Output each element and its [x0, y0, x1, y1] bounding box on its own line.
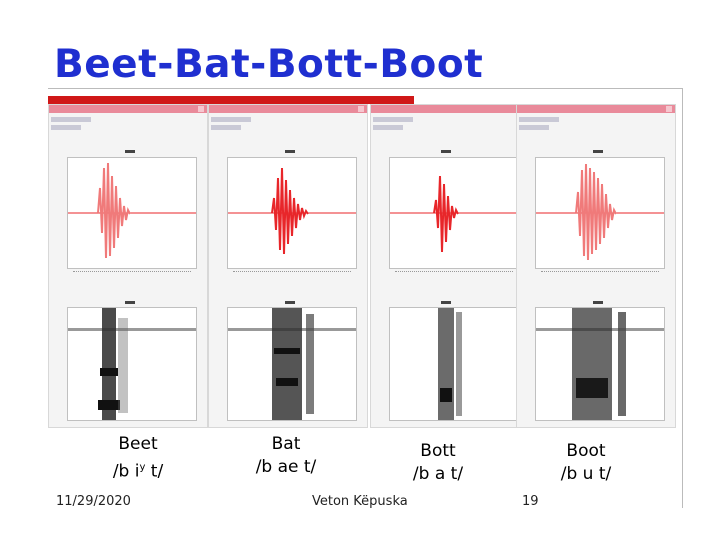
window-titlebar	[209, 105, 367, 113]
waveform-boot	[536, 163, 664, 261]
spectrogram-window-bott	[370, 104, 530, 428]
footer-page-number: 19	[522, 494, 539, 509]
phonetic-part: /b i	[112, 461, 140, 482]
spectrogram-beet	[68, 308, 196, 420]
waveform-bat	[228, 167, 356, 255]
caption-word: Beet	[118, 434, 158, 454]
slide-frame-right	[682, 88, 683, 508]
plot-title-mark	[125, 301, 135, 304]
spectrogram-plot	[389, 307, 519, 421]
caption-bott: Bott /b a t/	[388, 440, 488, 486]
spectrogram-bat	[228, 308, 356, 420]
caption-phonetic: /b ae t/	[255, 457, 317, 477]
footer-author: Veton Këpuska	[312, 494, 408, 509]
toolbar-row	[211, 125, 241, 130]
caption-bat: Bat /b ae t/	[236, 433, 336, 479]
caption-word: Boot	[566, 441, 606, 461]
window-titlebar	[49, 105, 207, 113]
spectrogram-plot	[227, 307, 357, 421]
plot-title-mark	[285, 301, 295, 304]
waveform-beet	[68, 162, 196, 259]
toolbar-row	[373, 125, 403, 130]
close-icon	[358, 106, 364, 112]
close-icon	[198, 106, 204, 112]
caption-phonetic: /b a t/	[412, 464, 464, 484]
plot-title-mark	[593, 301, 603, 304]
toolbar-row	[51, 125, 81, 130]
spectrogram-window-bat	[208, 104, 368, 428]
waveform-plot	[535, 157, 665, 269]
spectrogram-window-boot	[516, 104, 676, 428]
window-titlebar	[371, 105, 529, 113]
toolbar-row	[373, 117, 413, 122]
slide-frame-top	[48, 88, 682, 89]
spectrogram-boot	[536, 308, 664, 420]
title-underline	[48, 96, 414, 104]
plot-title-mark	[441, 150, 451, 153]
time-axis	[233, 271, 351, 275]
plot-title-mark	[125, 150, 135, 153]
caption-phonetic: /b iy t/	[88, 456, 188, 484]
plot-title-mark	[285, 150, 295, 153]
waveform-plot	[389, 157, 519, 269]
spectrogram-bott	[438, 308, 462, 420]
slide-title: Beet-Bat-Bott-Boot	[54, 42, 484, 87]
caption-beet: Beet /b iy t/	[88, 433, 188, 484]
caption-word: Bat	[271, 434, 301, 454]
toolbar-row	[519, 117, 559, 122]
caption-boot: Boot /b u t/	[536, 440, 636, 486]
spectrogram-plot	[67, 307, 197, 421]
toolbar-row	[519, 125, 549, 130]
caption-word: Bott	[420, 441, 456, 461]
phonetic-superscript: y	[139, 462, 146, 473]
waveform-plot	[67, 157, 197, 269]
plot-title-mark	[593, 150, 603, 153]
caption-phonetic: /b u t/	[560, 464, 612, 484]
close-icon	[666, 106, 672, 112]
waveform-plot	[227, 157, 357, 269]
toolbar-row	[211, 117, 251, 122]
waveform-bott	[390, 175, 518, 253]
time-axis	[541, 271, 659, 275]
time-axis	[395, 271, 513, 275]
footer-date: 11/29/2020	[56, 494, 131, 509]
spectrogram-plot	[535, 307, 665, 421]
spectrogram-window-beet	[48, 104, 208, 428]
window-titlebar	[517, 105, 675, 113]
toolbar-row	[51, 117, 91, 122]
time-axis	[73, 271, 191, 275]
plot-title-mark	[441, 301, 451, 304]
phonetic-part: t/	[145, 461, 164, 482]
